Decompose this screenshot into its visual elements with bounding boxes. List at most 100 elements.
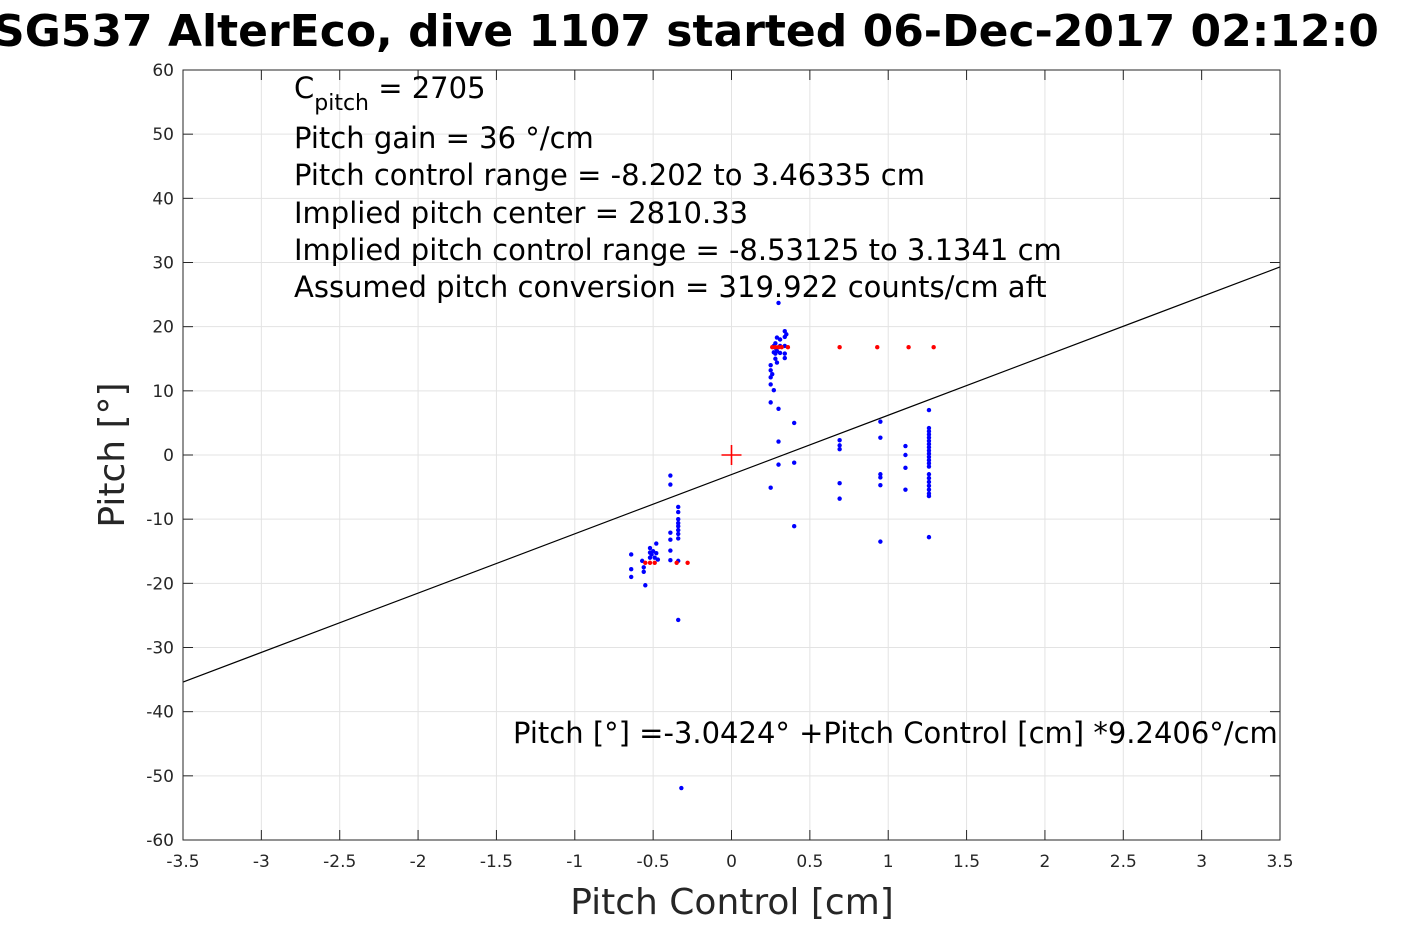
- x-tick-label: 2.5: [1110, 852, 1137, 872]
- observed-point: [926, 438, 932, 444]
- observed-point: [668, 530, 673, 535]
- observed-point: [926, 457, 932, 463]
- observed-point: [668, 558, 673, 563]
- observed-point: [926, 407, 932, 413]
- target-point: [779, 345, 784, 350]
- observed-point: [777, 350, 783, 356]
- observed-point: [770, 371, 775, 377]
- observed-point: [782, 351, 787, 356]
- target-point: [875, 345, 880, 350]
- x-tick-label: 2: [1040, 852, 1051, 872]
- y-tick-label: 0: [163, 446, 174, 466]
- observed-point: [926, 441, 932, 447]
- observed-point: [676, 524, 681, 529]
- observed-point: [768, 368, 773, 373]
- target-point: [685, 560, 690, 565]
- observed-point: [643, 583, 648, 588]
- observed-point: [791, 420, 797, 426]
- y-tick-label: 20: [152, 318, 174, 338]
- observed-point: [878, 472, 883, 477]
- observed-point: [926, 534, 932, 540]
- observed-point: [926, 479, 932, 485]
- observed-point: [676, 536, 681, 541]
- observed-point: [776, 462, 781, 467]
- observed-point: [926, 448, 932, 453]
- observed-point: [903, 487, 908, 492]
- observed-point: [676, 509, 681, 515]
- c-pitch-annotation: Cpitch = 2705: [294, 71, 486, 116]
- target-points: [643, 345, 936, 565]
- x-tick-label: 3: [1196, 852, 1207, 872]
- x-tick-label: 1: [883, 852, 894, 872]
- observed-point: [926, 475, 932, 481]
- observed-point: [641, 565, 646, 570]
- observed-point: [926, 425, 932, 431]
- pitch-conversion-annotation: Assumed pitch conversion = 319.922 count…: [294, 270, 1047, 304]
- observed-point: [774, 360, 780, 365]
- observed-point: [926, 472, 932, 477]
- observed-point: [641, 569, 646, 574]
- observed-point: [837, 447, 842, 452]
- observed-point: [629, 574, 634, 580]
- observed-point: [903, 443, 908, 449]
- target-point: [647, 560, 653, 565]
- observed-point: [776, 300, 781, 306]
- observed-point: [926, 435, 932, 440]
- target-point: [776, 345, 781, 350]
- x-tick-label: 0.5: [796, 852, 823, 872]
- target-point: [773, 345, 778, 350]
- observed-point: [668, 473, 673, 478]
- observed-point: [926, 432, 932, 437]
- y-tick-label: -30: [146, 639, 174, 659]
- observed-point: [837, 481, 842, 486]
- observed-point: [878, 475, 883, 480]
- observed-point: [676, 617, 681, 623]
- x-tick-label: -3: [253, 852, 270, 872]
- x-tick-label: 3.5: [1266, 852, 1293, 872]
- observed-points: [629, 300, 932, 791]
- observed-point: [773, 356, 778, 361]
- observed-point: [679, 785, 684, 791]
- x-tick-labels: -3.5 -3 -2.5 -2 -1.5 -1 -0.5 0 0.5 1 1.5 2 2.5 3 3.5: [166, 852, 1293, 872]
- observed-point: [676, 516, 681, 522]
- x-tick-label: 1.5: [953, 852, 980, 872]
- observed-point: [926, 429, 932, 434]
- x-tick-label: -2: [410, 852, 427, 872]
- x-tick-label: -3.5: [166, 852, 199, 872]
- observed-point: [926, 451, 932, 456]
- observed-point: [784, 332, 789, 337]
- target-point: [652, 560, 657, 565]
- y-tick-label: 40: [152, 189, 174, 209]
- observed-point: [676, 504, 681, 510]
- observed-point: [926, 483, 932, 488]
- observed-point: [768, 362, 773, 368]
- observed-point: [782, 355, 787, 361]
- observed-point: [768, 485, 773, 490]
- y-tick-labels: 60 50 40 30 20 10 0 -10 -20 -30 -40 -50 -60: [146, 61, 174, 851]
- c-pitch-subscript: pitch: [314, 91, 369, 116]
- y-tick-label: 50: [152, 125, 174, 145]
- pitch-gain-annotation: Pitch gain = 36 °/cm: [294, 121, 594, 155]
- observed-point: [878, 539, 883, 544]
- observed-point: [654, 541, 659, 546]
- observed-point: [837, 443, 842, 448]
- observed-point: [926, 461, 932, 466]
- x-tick-label: -1.5: [480, 852, 513, 872]
- y-tick-label: 60: [152, 61, 174, 81]
- observed-point: [654, 550, 659, 556]
- c-pitch-symbol: C: [294, 71, 314, 105]
- observed-point: [668, 482, 673, 487]
- observed-point: [629, 567, 634, 572]
- observed-point: [676, 527, 681, 533]
- observed-point: [676, 520, 681, 526]
- observed-point: [768, 400, 773, 405]
- observed-point: [926, 445, 932, 450]
- observed-point: [791, 460, 797, 465]
- target-point: [643, 560, 648, 565]
- y-tick-label: -20: [146, 574, 174, 594]
- pitch-control-range-annotation: Pitch control range = -8.202 to 3.46335 …: [294, 158, 925, 192]
- observed-point: [926, 493, 932, 499]
- implied-pitch-center-annotation: Implied pitch center = 2810.33: [294, 196, 748, 230]
- center-marker: [721, 445, 742, 465]
- fit-equation-annotation: Pitch [°] =-3.0424° +Pitch Control [cm] …: [513, 716, 1278, 750]
